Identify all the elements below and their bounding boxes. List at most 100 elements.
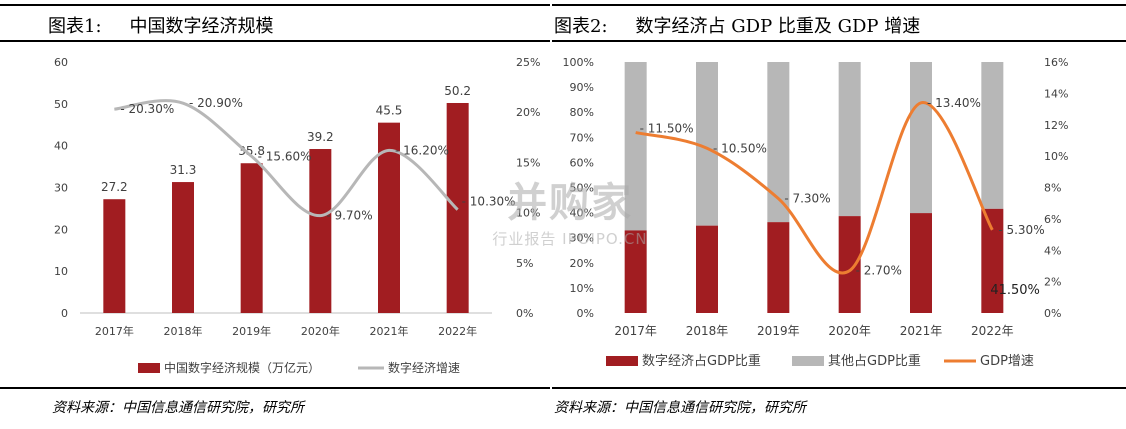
line-digital-economy-growth	[114, 99, 459, 218]
right-axis-tick-label: 10%	[1044, 150, 1068, 163]
line-data-label: - 10.30%	[462, 195, 516, 209]
x-axis-tick-label: 2020年	[301, 324, 340, 338]
figure-2-chart: 0% 10% 20% 30% 40% 50% 60% 70% 80% 90% 100% 0% 2% 4% 6…	[563, 56, 1069, 369]
left-axis-tick-label: 40	[54, 140, 68, 153]
left-axis-tick-label: 50%	[570, 182, 594, 195]
figure-1-label: 图表1:	[48, 16, 102, 37]
legend-label-scale: 中国数字经济规模（万亿元）	[164, 360, 320, 375]
line-data-label: - 11.50%	[640, 122, 694, 136]
figure-2-title-rule	[552, 40, 1126, 42]
bar-data-label: 35.8	[238, 144, 265, 158]
left-axis-tick-label: 100%	[563, 56, 594, 69]
figure-1-heading: 图表1: 中国数字经济规模	[48, 12, 274, 38]
line-data-label: - 20.90%	[189, 96, 243, 110]
figure-2-bottom-rule	[552, 387, 1126, 389]
line-data-label: - 13.40%	[927, 96, 981, 110]
line-data-label: - 20.30%	[120, 102, 174, 116]
line-data-label: - 2.70%	[856, 264, 902, 278]
figure-1-title-rule	[0, 40, 550, 42]
bar-digital-economy-scale	[103, 199, 126, 313]
bar-data-label: 50.2	[444, 84, 471, 98]
bar-other-gdp-share	[624, 62, 647, 231]
legend-label-other-share: 其他占GDP比重	[828, 353, 921, 369]
bar-digital-economy-scale	[172, 182, 194, 313]
bar-other-gdp-share	[981, 62, 1004, 209]
bar-digital-gdp-share	[624, 230, 647, 313]
bar-digital-economy-scale	[309, 149, 332, 313]
legend-label-gdp-growth: GDP增速	[980, 354, 1034, 369]
left-axis-tick-label: 10	[54, 265, 68, 278]
right-axis-tick-label: 8%	[1044, 182, 1061, 195]
bar-data-label: 27.2	[101, 180, 128, 194]
right-axis-tick-label: 14%	[1044, 87, 1068, 100]
left-axis-tick-label: 60	[54, 56, 68, 69]
figure-1-top-rule	[0, 4, 550, 6]
bar-digital-gdp-share	[767, 222, 790, 313]
left-axis-tick-label: 30%	[570, 232, 594, 245]
figure-1-bottom-rule	[0, 387, 550, 389]
bar-other-gdp-share	[696, 62, 718, 226]
bar-digital-gdp-share	[981, 208, 1004, 313]
bar-digital-economy-scale	[378, 122, 400, 314]
right-axis-tick-label: 2%	[1044, 276, 1061, 289]
line-gdp-growth	[635, 101, 994, 275]
x-axis-tick-label: 2021年	[900, 324, 943, 338]
line-data-label: - 9.70%	[326, 209, 372, 223]
left-axis-tick-label: 50	[54, 98, 68, 111]
right-axis-tick-label: 15%	[516, 156, 540, 169]
x-axis-tick-label: 2018年	[686, 324, 729, 338]
x-axis-tick-label: 2017年	[95, 324, 134, 338]
right-axis-tick-label: 0%	[1044, 307, 1061, 320]
line-data-label: - 10.50%	[713, 141, 767, 155]
left-axis-tick-label: 0%	[577, 307, 594, 320]
right-axis-tick-label: 0%	[516, 307, 533, 320]
legend-swatch-digital-share	[606, 356, 638, 366]
left-axis-tick-label: 70%	[570, 131, 594, 144]
line-data-label: - 7.30%	[784, 191, 830, 205]
bar-digital-economy-scale	[240, 163, 263, 313]
figure-2-heading: 图表2: 数字经济占 GDP 比重及 GDP 增速	[554, 12, 920, 38]
figure-1-panel: 图表1: 中国数字经济规模 0 10 20 30 40 50 60 0% 5% 10% 15% 20% 2…	[0, 0, 550, 429]
line-data-label: - 5.30%	[998, 223, 1044, 237]
left-axis-tick-label: 80%	[570, 106, 594, 119]
figure-1-title: 中国数字经济规模	[129, 16, 274, 37]
legend-label-growth: 数字经济增速	[388, 360, 460, 375]
left-axis-tick-label: 20%	[570, 257, 594, 270]
bar-data-label: 39.2	[307, 130, 334, 144]
x-axis-tick-label: 2017年	[614, 324, 657, 338]
bar-other-gdp-share	[910, 62, 932, 214]
right-axis-tick-label: 12%	[1044, 119, 1068, 132]
left-axis-tick-label: 20	[54, 223, 68, 236]
left-axis-tick-label: 30	[54, 182, 68, 195]
right-axis-tick-label: 25%	[516, 56, 540, 69]
bar-digital-gdp-share	[838, 216, 861, 313]
bar-digital-gdp-share	[910, 213, 932, 313]
left-axis-tick-label: 90%	[570, 81, 594, 94]
figure-2-source: 资料来源：中国信息通信研究院，研究所	[554, 400, 806, 416]
line-data-label: - 15.60%	[258, 149, 312, 163]
right-axis-tick-label: 4%	[1044, 244, 1061, 257]
legend-swatch-other-share	[792, 356, 824, 366]
x-axis-tick-label: 2020年	[828, 324, 871, 338]
bar-data-label: 41.50%	[990, 283, 1040, 298]
left-axis-tick-label: 60%	[570, 156, 594, 169]
figure-2-panel: 图表2: 数字经济占 GDP 比重及 GDP 增速 0% 10% 20% 30% 40% 5…	[552, 0, 1126, 429]
x-axis-tick-label: 2021年	[370, 324, 409, 338]
x-axis-tick-label: 2022年	[438, 324, 477, 338]
right-axis-tick-label: 10%	[516, 207, 540, 220]
x-axis-tick-label: 2019年	[757, 324, 800, 338]
left-axis-tick-label: 0	[61, 307, 68, 320]
left-axis-tick-label: 40%	[570, 207, 594, 220]
legend-label-digital-share: 数字经济占GDP比重	[642, 353, 761, 369]
figure-2-top-rule	[552, 4, 1126, 6]
figure-1-chart: 0 10 20 30 40 50 60 0% 5% 10% 15% 20% 25% 27.2 2017年 31…	[54, 56, 540, 375]
bar-other-gdp-share	[767, 62, 790, 223]
x-axis-tick-label: 2019年	[232, 324, 271, 338]
bar-data-label: 45.5	[376, 104, 403, 118]
right-axis-tick-label: 16%	[1044, 56, 1068, 69]
figure-2-title: 数字经济占 GDP 比重及 GDP 增速	[635, 16, 921, 37]
line-data-label: - 16.20%	[395, 143, 449, 157]
figure-2-label: 图表2:	[554, 16, 608, 37]
bar-other-gdp-share	[838, 62, 861, 217]
bar-data-label: 31.3	[170, 163, 197, 177]
